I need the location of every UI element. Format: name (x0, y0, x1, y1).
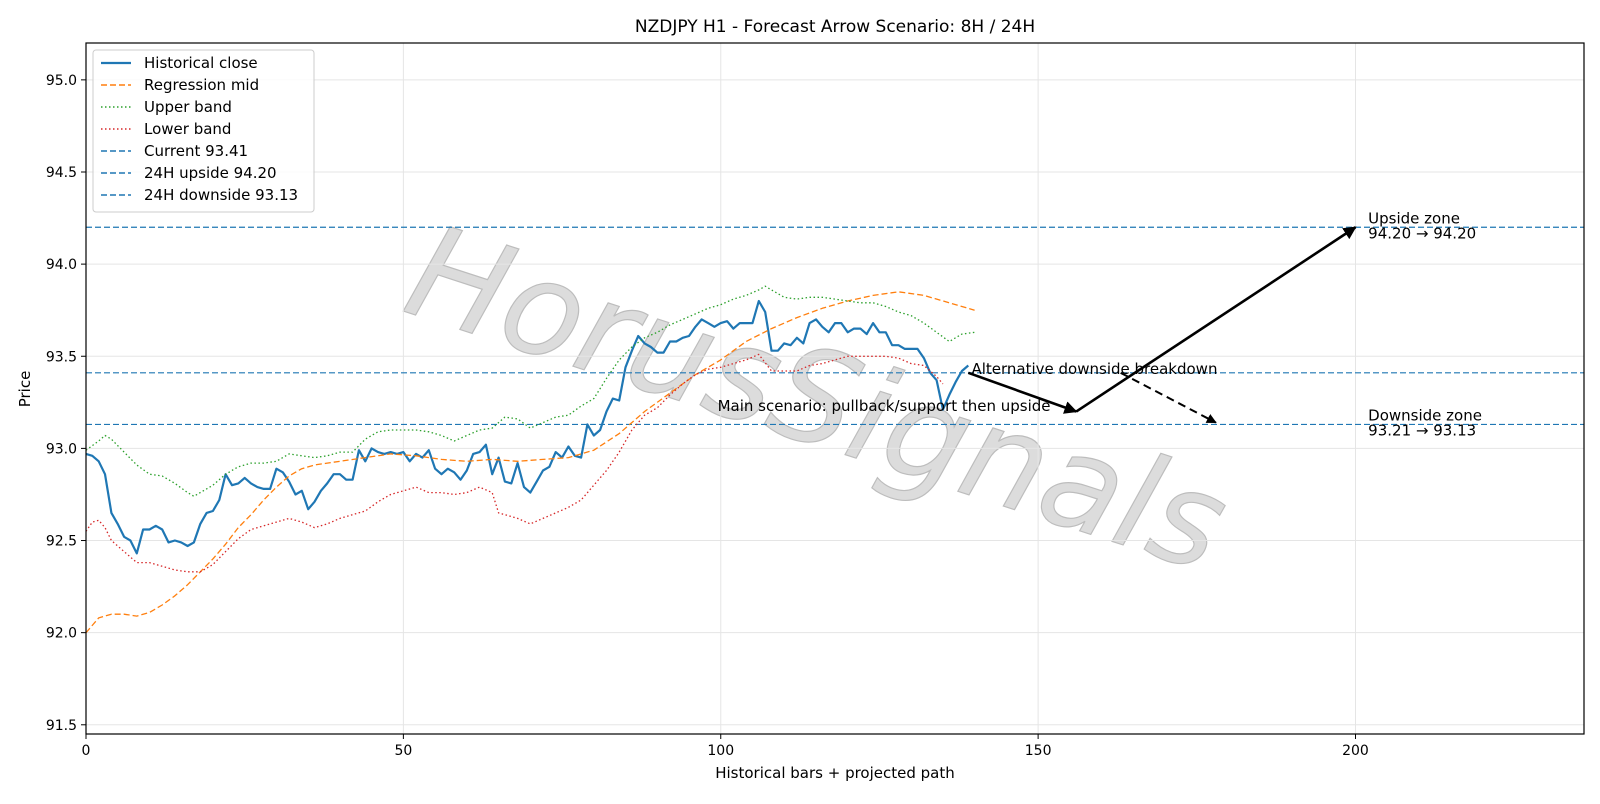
x-axis-label: Historical bars + projected path (715, 764, 955, 782)
forecast-arrow-1 (1075, 226, 1357, 413)
y-tick-label: 94.0 (46, 257, 77, 273)
y-tick-label: 91.5 (46, 718, 77, 734)
forecast-arrow-0 (967, 371, 1078, 414)
annotation-downside-line-1: 93.21 → 93.13 (1368, 421, 1476, 439)
y-axis-label: Price (16, 371, 34, 408)
series-line-1 (85, 291, 975, 634)
legend-box (92, 49, 315, 213)
annotation-main-line-0: Main scenario: pullback/support then ups… (718, 397, 1051, 415)
plot-area-frame (85, 42, 1585, 735)
annotation-upside-line-1: 94.20 → 94.20 (1368, 224, 1476, 242)
series-line-3 (85, 353, 944, 573)
x-tick-label: 100 (707, 743, 734, 759)
legend-label-2: Upper band (144, 98, 232, 116)
annotation-alt-line-0: Alternative downside breakdown (971, 360, 1217, 378)
y-tick-label: 92.5 (46, 534, 77, 550)
y-tick-label: 93.5 (46, 349, 77, 365)
annotation-upside-line-0: Upside zone (1368, 209, 1460, 227)
y-tick-label: 93.0 (46, 441, 77, 457)
legend-label-1: Regression mid (144, 76, 259, 94)
legend-label-0: Historical close (144, 54, 258, 72)
forecast-arrow-2 (1120, 371, 1217, 424)
legend: Historical close Regression mid Upper band… (92, 49, 315, 213)
legend-label-6: 24H downside 93.13 (144, 186, 298, 204)
x-tick-label: 50 (394, 743, 412, 759)
chart-title: NZDJPY H1 - Forecast Arrow Scenario: 8H … (635, 17, 1035, 37)
x-tick-label: 0 (82, 743, 91, 759)
y-tick-label: 94.5 (46, 165, 77, 181)
y-tick-label: 95.0 (46, 73, 77, 89)
series-line-0 (85, 299, 970, 555)
x-tick-label: 200 (1342, 743, 1369, 759)
legend-label-3: Lower band (144, 120, 231, 138)
legend-label-5: 24H upside 94.20 (144, 164, 277, 182)
legend-label-4: Current 93.41 (144, 142, 248, 160)
x-tick-label: 150 (1025, 743, 1052, 759)
annotation-downside-line-0: Downside zone (1368, 406, 1482, 424)
y-tick-label: 92.0 (46, 626, 77, 642)
